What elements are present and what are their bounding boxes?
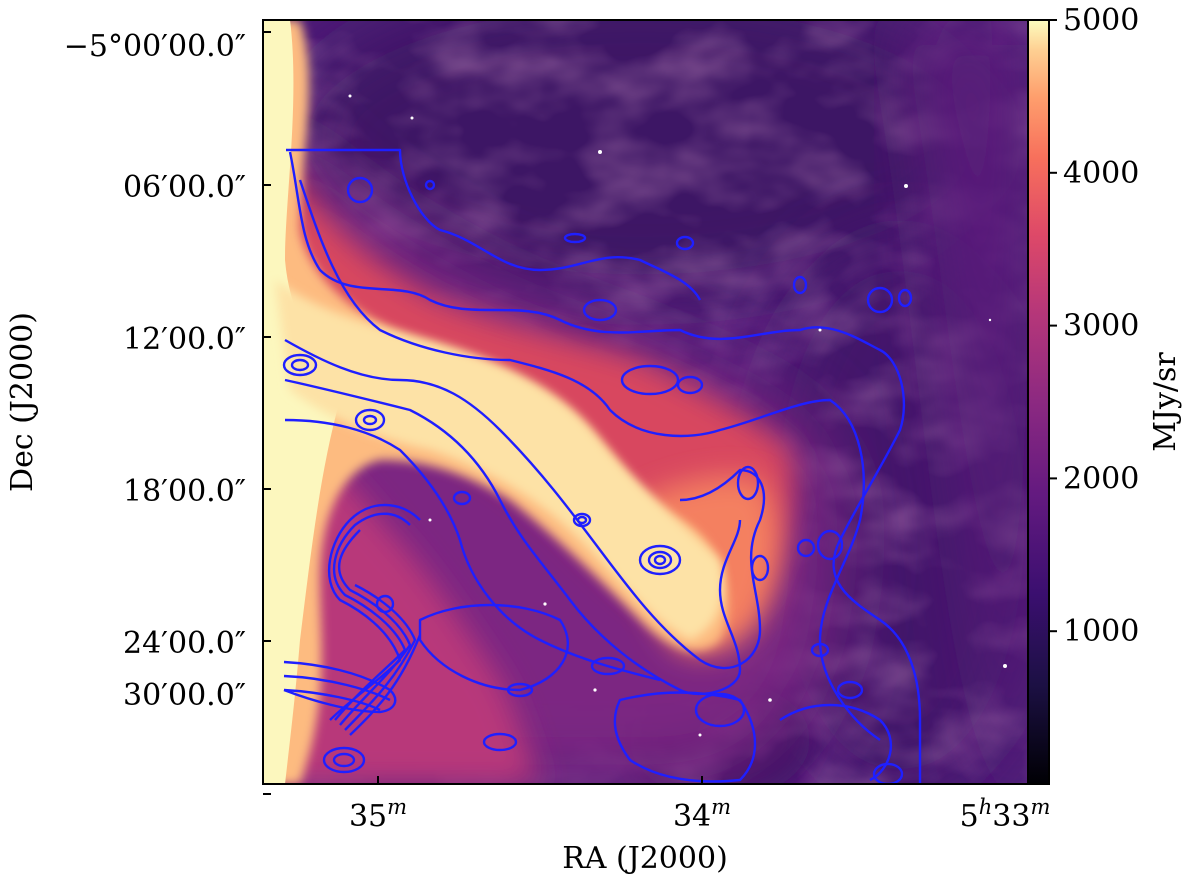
colorbar-label: MJy/sr (1148, 352, 1183, 452)
colorbar-tick-label: 2000 (1063, 461, 1139, 496)
y-tick-label: 24′00.0″ (123, 626, 246, 661)
y-tick-label: −5°00′00.0″ (64, 29, 246, 64)
y-axis: −5°00′00.0″ 06′00.0″ 12′00.0″ 18′00.0″ 2… (5, 29, 271, 795)
y-tick-label: 30′00.0″ (123, 678, 246, 713)
x-tick-label: 5h33m (960, 795, 1051, 834)
contour-lines (282, 148, 922, 784)
x-axis-title: RA (J2000) (562, 841, 728, 876)
colorbar: 1000 2000 3000 4000 5000 MJy/sr (1027, 3, 1183, 785)
colorbar-tick-label: 4000 (1063, 156, 1139, 191)
y-tick-label: 06′00.0″ (123, 170, 246, 205)
colorbar-tick-label: 1000 (1063, 614, 1139, 649)
stars (348, 94, 1007, 737)
heatmap-image (263, 20, 1028, 784)
y-tick-label: 18′00.0″ (123, 474, 246, 509)
x-axis: 35m 34m 5h33m RA (J2000) (349, 776, 1050, 876)
y-axis-title: Dec (J2000) (5, 312, 40, 492)
x-tick-label: 34m (673, 795, 731, 834)
colorbar-fill (1028, 20, 1049, 784)
colorbar-frame (1027, 19, 1050, 785)
y-tick-label: 12′00.0″ (123, 322, 246, 357)
x-tick-label: 35m (349, 795, 407, 834)
colorbar-tick-label: 3000 (1063, 309, 1139, 344)
colorbar-tick-label: 5000 (1063, 3, 1139, 38)
colorbar-ticks: 1000 2000 3000 4000 5000 (1049, 3, 1139, 649)
